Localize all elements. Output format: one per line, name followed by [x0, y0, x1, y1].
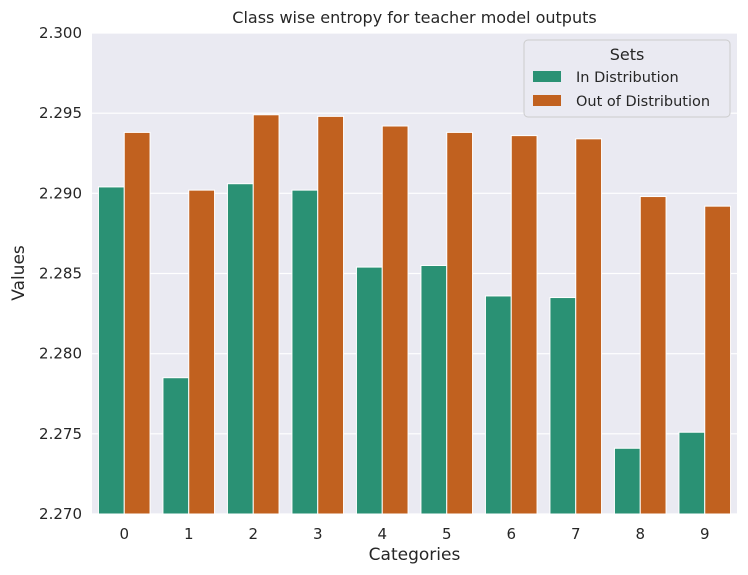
x-tick-label: 1 [184, 525, 194, 543]
bar-out-of-distribution-3 [317, 115, 345, 515]
bar-in-distribution-1 [162, 377, 190, 515]
bar-in-distribution-6 [484, 295, 512, 515]
x-tick-label: 8 [635, 525, 645, 543]
y-tick-label: 2.285 [39, 265, 82, 283]
bar-out-of-distribution-1 [188, 189, 216, 515]
y-tick-label: 2.295 [39, 104, 82, 122]
legend-swatch-in-distribution [533, 71, 561, 82]
legend-label-out-of-distribution: Out of Distribution [576, 94, 710, 110]
x-tick-label: 5 [442, 525, 452, 543]
bar-in-distribution-9 [678, 431, 706, 515]
bar-out-of-distribution-4 [381, 125, 409, 515]
bar-out-of-distribution-2 [252, 114, 280, 515]
x-tick-label: 6 [506, 525, 516, 543]
x-tick-label: 4 [377, 525, 387, 543]
x-tick-label: 9 [700, 525, 710, 543]
y-axis-label: Values [9, 245, 29, 301]
y-tick-label: 2.300 [39, 24, 82, 42]
bar-out-of-distribution-9 [704, 205, 732, 515]
bar-in-distribution-5 [420, 264, 448, 515]
y-tick-labels: 2.270 2.275 2.280 2.285 2.290 2.295 2.300 [39, 24, 82, 523]
bar-in-distribution-2 [226, 183, 254, 515]
bar-in-distribution-4 [355, 266, 383, 515]
y-tick-label: 2.270 [39, 505, 82, 523]
bar-in-distribution-3 [291, 189, 319, 515]
y-tick-label: 2.280 [39, 345, 82, 363]
x-tick-label: 0 [119, 525, 129, 543]
y-tick-label: 2.275 [39, 425, 82, 443]
bar-out-of-distribution-0 [123, 131, 151, 515]
legend-box [523, 39, 731, 118]
x-tick-label: 3 [313, 525, 323, 543]
legend-swatch-out-of-distribution [533, 95, 561, 106]
bar-in-distribution-8 [613, 447, 641, 515]
legend-label-in-distribution: In Distribution [576, 70, 679, 86]
bar-in-distribution-7 [549, 297, 577, 515]
bar-in-distribution-0 [97, 186, 125, 515]
bar-out-of-distribution-7 [575, 138, 603, 515]
x-tick-labels: 0 1 2 3 4 5 6 7 8 9 [119, 525, 709, 543]
bars-group [97, 114, 732, 515]
y-tick-label: 2.290 [39, 184, 82, 202]
bar-out-of-distribution-6 [510, 135, 538, 515]
chart-title: Class wise entropy for teacher model out… [232, 8, 596, 27]
x-axis-label: Categories [369, 545, 461, 565]
x-tick-label: 7 [571, 525, 581, 543]
bar-out-of-distribution-5 [446, 131, 474, 515]
legend: Sets In Distribution Out of Distribution [523, 39, 731, 118]
bar-out-of-distribution-8 [639, 196, 667, 515]
x-tick-label: 2 [248, 525, 258, 543]
legend-title: Sets [610, 45, 645, 64]
